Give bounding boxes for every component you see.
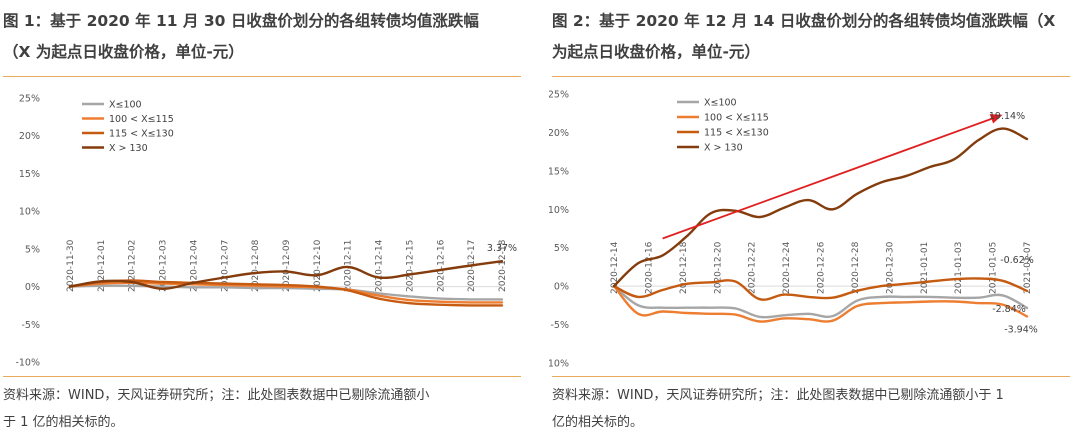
figure-title-1: 图 1：基于 2020 年 11 月 30 日收盘价划分的各组转债均值涨跌幅 （…: [3, 12, 479, 61]
x-tick-label: 2020-12-28: [851, 241, 861, 294]
bottom-divider: [552, 376, 1070, 377]
y-tick-label: 10%: [549, 205, 569, 216]
y-tick-label: 15%: [19, 169, 40, 180]
x-tick-label: 2020-12-09: [282, 239, 292, 292]
y-tick-label: 25%: [19, 94, 40, 105]
x-tick-label: 2020-12-10: [313, 239, 323, 292]
data-label: -2.84%: [992, 304, 1026, 315]
legend-label: 115 < X≤130: [109, 129, 174, 140]
x-tick-label: 2020-12-14: [610, 241, 620, 294]
x-tick-label: 2021-01-07: [1023, 242, 1033, 294]
series-line: [612, 284, 1029, 323]
x-tick-label: 2020-11-30: [66, 239, 76, 292]
top-divider: [3, 76, 521, 77]
y-tick-label: 0%: [554, 282, 569, 293]
y-tick-label: 5%: [554, 243, 569, 254]
source-note-1: 资料来源：WIND，天风证券研究所；注：此处图表数据中已剔除流通额小 于 1 亿…: [3, 388, 430, 430]
x-tick-label: 2020-12-18: [498, 239, 508, 292]
y-tick-label: 20%: [19, 131, 40, 142]
x-tick-label: 2020-12-01: [97, 240, 107, 292]
x-tick-label: 2020-12-15: [405, 240, 415, 292]
x-tick-label: 2020-12-16: [644, 241, 654, 294]
x-tick-label: 2020-12-04: [189, 239, 199, 292]
y-tick-label: 25%: [549, 90, 569, 101]
figure-panel-2: 图 2：基于 2020 年 12 月 14 日收盘价划分的各组转债均值涨跌幅（X…: [549, 0, 1074, 446]
y-tick-label: 15%: [549, 166, 569, 177]
data-label: 3.37%: [487, 243, 517, 254]
series-line: [68, 284, 504, 301]
x-tick-label: 2021-01-03: [954, 242, 964, 294]
series-line: [612, 284, 1029, 319]
y-tick-label: 5%: [25, 244, 40, 255]
y-tick-label: 10%: [19, 207, 40, 218]
series-line: [68, 260, 504, 291]
x-tick-label: 2020-12-20: [713, 241, 723, 294]
data-label: -3.94%: [1004, 324, 1038, 335]
trend-arrow-head: [989, 114, 1003, 124]
legend-label: X > 130: [704, 143, 743, 154]
series-line: [612, 277, 1029, 301]
data-label: -0.62%: [1000, 255, 1034, 266]
x-tick-label: 2020-12-22: [748, 242, 758, 294]
x-tick-label: 2020-12-18: [679, 241, 689, 294]
y-tick-label: -10%: [15, 358, 40, 369]
x-tick-label: 2020-12-03: [159, 240, 169, 292]
line-chart-1: -10% -5% 0% 5% 10% 15% 20% 25% 2020-11-30 2020-12…: [15, 94, 517, 369]
source-note-2: 资料来源：WIND，天风证券研究所；注：此处图表数据中已剔除流通额小于 1 亿的…: [552, 388, 1004, 430]
legend-label: X > 130: [109, 143, 148, 154]
x-tick-label: 2020-12-16: [436, 239, 446, 292]
x-tick-label: 2020-12-24: [782, 241, 792, 294]
x-tick-label: 2020-12-02: [128, 240, 138, 292]
x-tick-label: 2021-01-05: [989, 242, 999, 294]
series-line: [612, 127, 1029, 288]
legend-label: 100 < X≤115: [109, 114, 174, 125]
figure-title-2: 图 2：基于 2020 年 12 月 14 日收盘价划分的各组转债均值涨跌幅（X…: [552, 12, 1056, 61]
line-chart-2: -10% -5% 0% 5% 10% 15% 20% 25% 2020-12-14 2020-12…: [549, 90, 1038, 370]
y-tick-label: -10%: [549, 359, 569, 370]
x-tick-label: 2021-01-01: [920, 242, 930, 294]
x-tick-label: 2020-12-14: [375, 239, 385, 292]
x-tick-label: 2020-12-11: [344, 240, 354, 292]
x-tick-label: 2020-12-30: [885, 241, 895, 294]
y-tick-label: -5%: [22, 320, 41, 331]
legend-label: X≤100: [704, 98, 737, 109]
y-tick-label: 0%: [25, 282, 40, 293]
data-label: 19.14%: [989, 111, 1025, 122]
x-tick-label: 2020-12-26: [817, 241, 827, 294]
top-divider: [552, 76, 1070, 77]
series-line: [68, 279, 504, 307]
figure-panel-1: 图 1：基于 2020 年 11 月 30 日收盘价划分的各组转债均值涨跌幅 （…: [0, 0, 525, 446]
legend-label: X≤100: [109, 100, 142, 111]
legend-label: 100 < X≤115: [704, 113, 769, 124]
x-tick-label: 2020-12-07: [220, 240, 230, 292]
x-tick-label: 2020-12-08: [251, 239, 261, 292]
trend-arrow-line: [662, 118, 992, 240]
bottom-divider: [3, 376, 521, 377]
y-tick-label: 20%: [549, 128, 569, 139]
y-tick-label: -5%: [551, 320, 570, 331]
legend-label: 115 < X≤130: [704, 128, 769, 139]
